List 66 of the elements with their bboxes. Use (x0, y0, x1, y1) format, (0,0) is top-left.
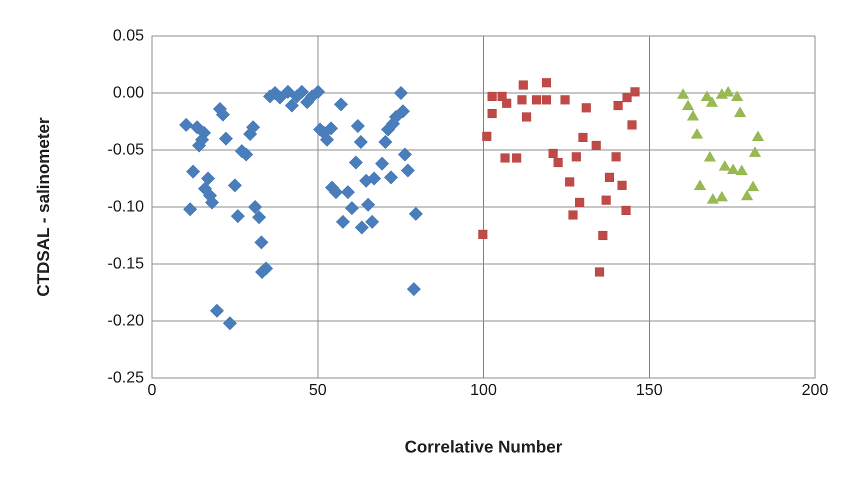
point (621, 206, 631, 216)
y-tick-label: -0.25 (108, 369, 144, 386)
y-tick-label: 0.05 (112, 27, 144, 44)
point (706, 193, 719, 204)
point (690, 128, 704, 139)
point (686, 110, 700, 120)
point (604, 172, 614, 182)
point (682, 100, 694, 110)
x-tick-label: 0 (148, 382, 157, 400)
point (617, 180, 627, 190)
x-axis-title: Correlative Number (404, 437, 563, 456)
x-tick-label: 50 (308, 382, 327, 400)
point (512, 153, 522, 163)
point (627, 120, 637, 130)
point (565, 177, 574, 187)
x-tick-label: 100 (470, 382, 497, 400)
point (553, 158, 563, 168)
point (482, 132, 492, 141)
point (677, 88, 690, 99)
point (560, 95, 570, 104)
x-tick-label: 200 (802, 382, 828, 400)
point (622, 92, 632, 102)
point (613, 100, 623, 110)
point (706, 96, 718, 107)
point (517, 95, 527, 104)
point (602, 196, 611, 205)
point (612, 152, 621, 162)
point (568, 210, 578, 220)
point (718, 160, 731, 171)
point (532, 95, 542, 104)
y-tick-label: -0.15 (108, 255, 144, 272)
point (746, 180, 760, 192)
point (572, 152, 581, 162)
point (518, 80, 528, 90)
point (478, 230, 488, 239)
point (522, 112, 532, 122)
point (488, 92, 497, 102)
point (542, 95, 552, 104)
point (740, 190, 754, 200)
point (578, 132, 588, 142)
point (716, 190, 728, 202)
y-axis-title: CTDSAL - salinometer (34, 117, 53, 297)
point (592, 140, 601, 150)
point (488, 108, 497, 118)
point (694, 179, 706, 190)
point (582, 103, 591, 112)
x-tick-label: 150 (636, 382, 663, 400)
point (630, 87, 640, 96)
point (752, 130, 764, 141)
point (575, 198, 584, 208)
point (704, 150, 716, 162)
y-tick-label: -0.05 (108, 141, 144, 158)
point (748, 146, 762, 157)
point (594, 267, 604, 277)
point (731, 90, 744, 102)
point (500, 153, 510, 163)
point (548, 148, 558, 158)
y-tick-label: -0.10 (108, 198, 144, 216)
point (598, 230, 608, 240)
y-tick-label: 0.00 (112, 84, 144, 102)
point (736, 164, 748, 176)
point (502, 98, 512, 108)
point (734, 106, 746, 118)
y-tick-label: -0.20 (108, 312, 144, 330)
point (542, 78, 552, 88)
point (727, 164, 740, 174)
